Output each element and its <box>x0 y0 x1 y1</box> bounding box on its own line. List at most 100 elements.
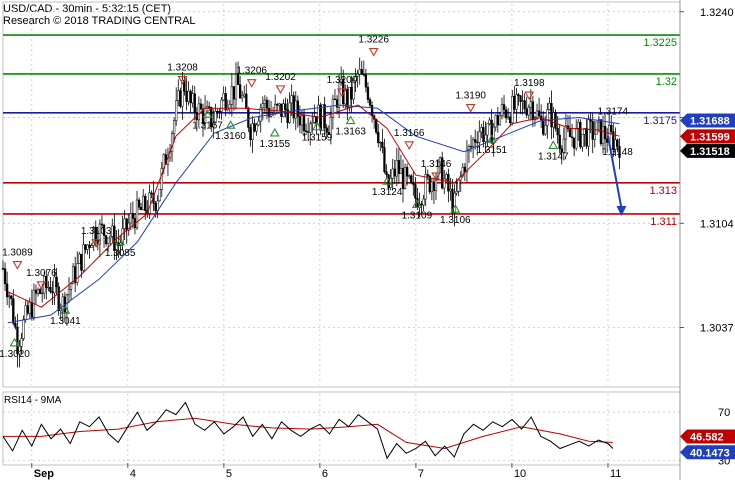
candle-body <box>222 93 225 101</box>
candle-body <box>480 127 483 133</box>
candle-body <box>104 235 108 244</box>
candle-body <box>568 128 572 138</box>
candle-body <box>583 128 586 135</box>
candle-body <box>375 118 378 133</box>
pivot-high-label: 1.3089 <box>2 248 33 259</box>
candle-body <box>393 168 396 177</box>
candle-body <box>408 175 411 177</box>
candle-body <box>537 110 541 117</box>
candle-body <box>346 88 349 108</box>
candle-body <box>313 116 316 123</box>
candle-body <box>403 167 407 190</box>
pivot-low-label: 1.3124 <box>372 187 403 198</box>
pivot-high-marker <box>36 281 47 290</box>
pivot-high-marker <box>465 103 476 113</box>
candle-body <box>5 283 9 298</box>
candle-body <box>30 302 34 318</box>
candle-body <box>581 133 584 148</box>
x-tick-label: Sep <box>34 468 54 480</box>
moving-average-slow <box>7 104 620 324</box>
pivot-low-marker <box>548 140 559 149</box>
candle-body <box>352 80 355 100</box>
candle-body <box>28 302 31 314</box>
pivot-low-marker <box>9 337 20 347</box>
candle-body <box>243 93 246 97</box>
candle-body <box>135 199 139 229</box>
candle-body <box>26 305 29 314</box>
candle-body <box>356 73 359 77</box>
y-tick-label: 1.3240 <box>700 7 734 19</box>
candle-body <box>484 134 487 142</box>
pivot-high-label: 1.3166 <box>394 128 425 139</box>
candle-body <box>129 213 132 224</box>
rsi-value-badge <box>680 445 735 460</box>
candle-body <box>478 131 481 143</box>
candle-body <box>412 182 415 185</box>
candle-body <box>610 125 613 132</box>
candle-body <box>92 226 95 246</box>
candle-body <box>228 104 231 109</box>
candle-body <box>100 223 104 226</box>
rsi-title: RSI14 - 9MA <box>4 395 62 406</box>
candle-body <box>469 146 473 148</box>
candle-body <box>426 174 429 177</box>
candle-body <box>441 157 444 189</box>
candle-body <box>234 74 238 100</box>
pivot-low-label: 1.3147 <box>538 151 569 162</box>
candle-body <box>49 287 52 292</box>
pivot-high-marker <box>337 88 347 98</box>
pivot-low-marker <box>345 115 356 125</box>
pivot-high-label: 1.3190 <box>455 91 486 102</box>
candle-body <box>238 84 242 99</box>
candle-body <box>507 116 510 119</box>
rsi-value-badge-label: 40.1473 <box>690 447 730 459</box>
pivot-high-marker <box>246 79 257 88</box>
level-label-pivot: 1.3175 <box>643 115 677 127</box>
candle-body <box>139 206 143 211</box>
candle-body <box>496 115 500 126</box>
candle-body <box>443 178 446 189</box>
candle-body <box>428 175 431 193</box>
level-label-resistance: 1.3225 <box>643 37 677 49</box>
candle-body <box>599 119 603 145</box>
candle-body <box>377 131 380 144</box>
candle-body <box>329 116 332 135</box>
rsi-line <box>2 401 614 460</box>
pivot-high-marker <box>275 85 286 94</box>
candle-body <box>115 242 118 251</box>
candle-body <box>348 87 351 108</box>
candle-body <box>80 253 83 271</box>
candle-body <box>575 127 578 149</box>
candle-body <box>455 190 458 194</box>
candle-body <box>430 181 434 193</box>
candle-body <box>509 116 512 124</box>
pivot-high-label: 1.3226 <box>358 35 389 46</box>
pivot-low-marker <box>115 236 126 246</box>
candle-body <box>94 226 97 242</box>
candle-body <box>67 289 71 296</box>
candle-body <box>370 105 374 116</box>
candle-body <box>577 122 580 129</box>
candle-body <box>304 130 308 132</box>
chart-subtitle: Research © 2018 TRADING CENTRAL <box>3 15 196 27</box>
candle-body <box>523 100 526 110</box>
candle-body <box>410 175 413 183</box>
candle-body <box>451 188 454 214</box>
candle-body <box>572 137 576 149</box>
candle-body <box>379 141 382 144</box>
candle-body <box>14 323 17 328</box>
price-badge <box>680 113 735 128</box>
price-annotation: 1.3148 <box>602 147 633 158</box>
pivot-low-marker <box>225 120 236 129</box>
candle-body <box>265 99 269 109</box>
rsi-value-badge <box>680 429 735 444</box>
candle-body <box>414 184 417 199</box>
candle-body <box>300 114 304 126</box>
candle-body <box>290 95 293 104</box>
candle-body <box>199 103 203 110</box>
candle-body <box>492 126 495 144</box>
candle-body <box>453 192 456 214</box>
candle-body <box>86 244 89 250</box>
candle-body <box>22 319 25 339</box>
candle-body <box>257 120 260 126</box>
